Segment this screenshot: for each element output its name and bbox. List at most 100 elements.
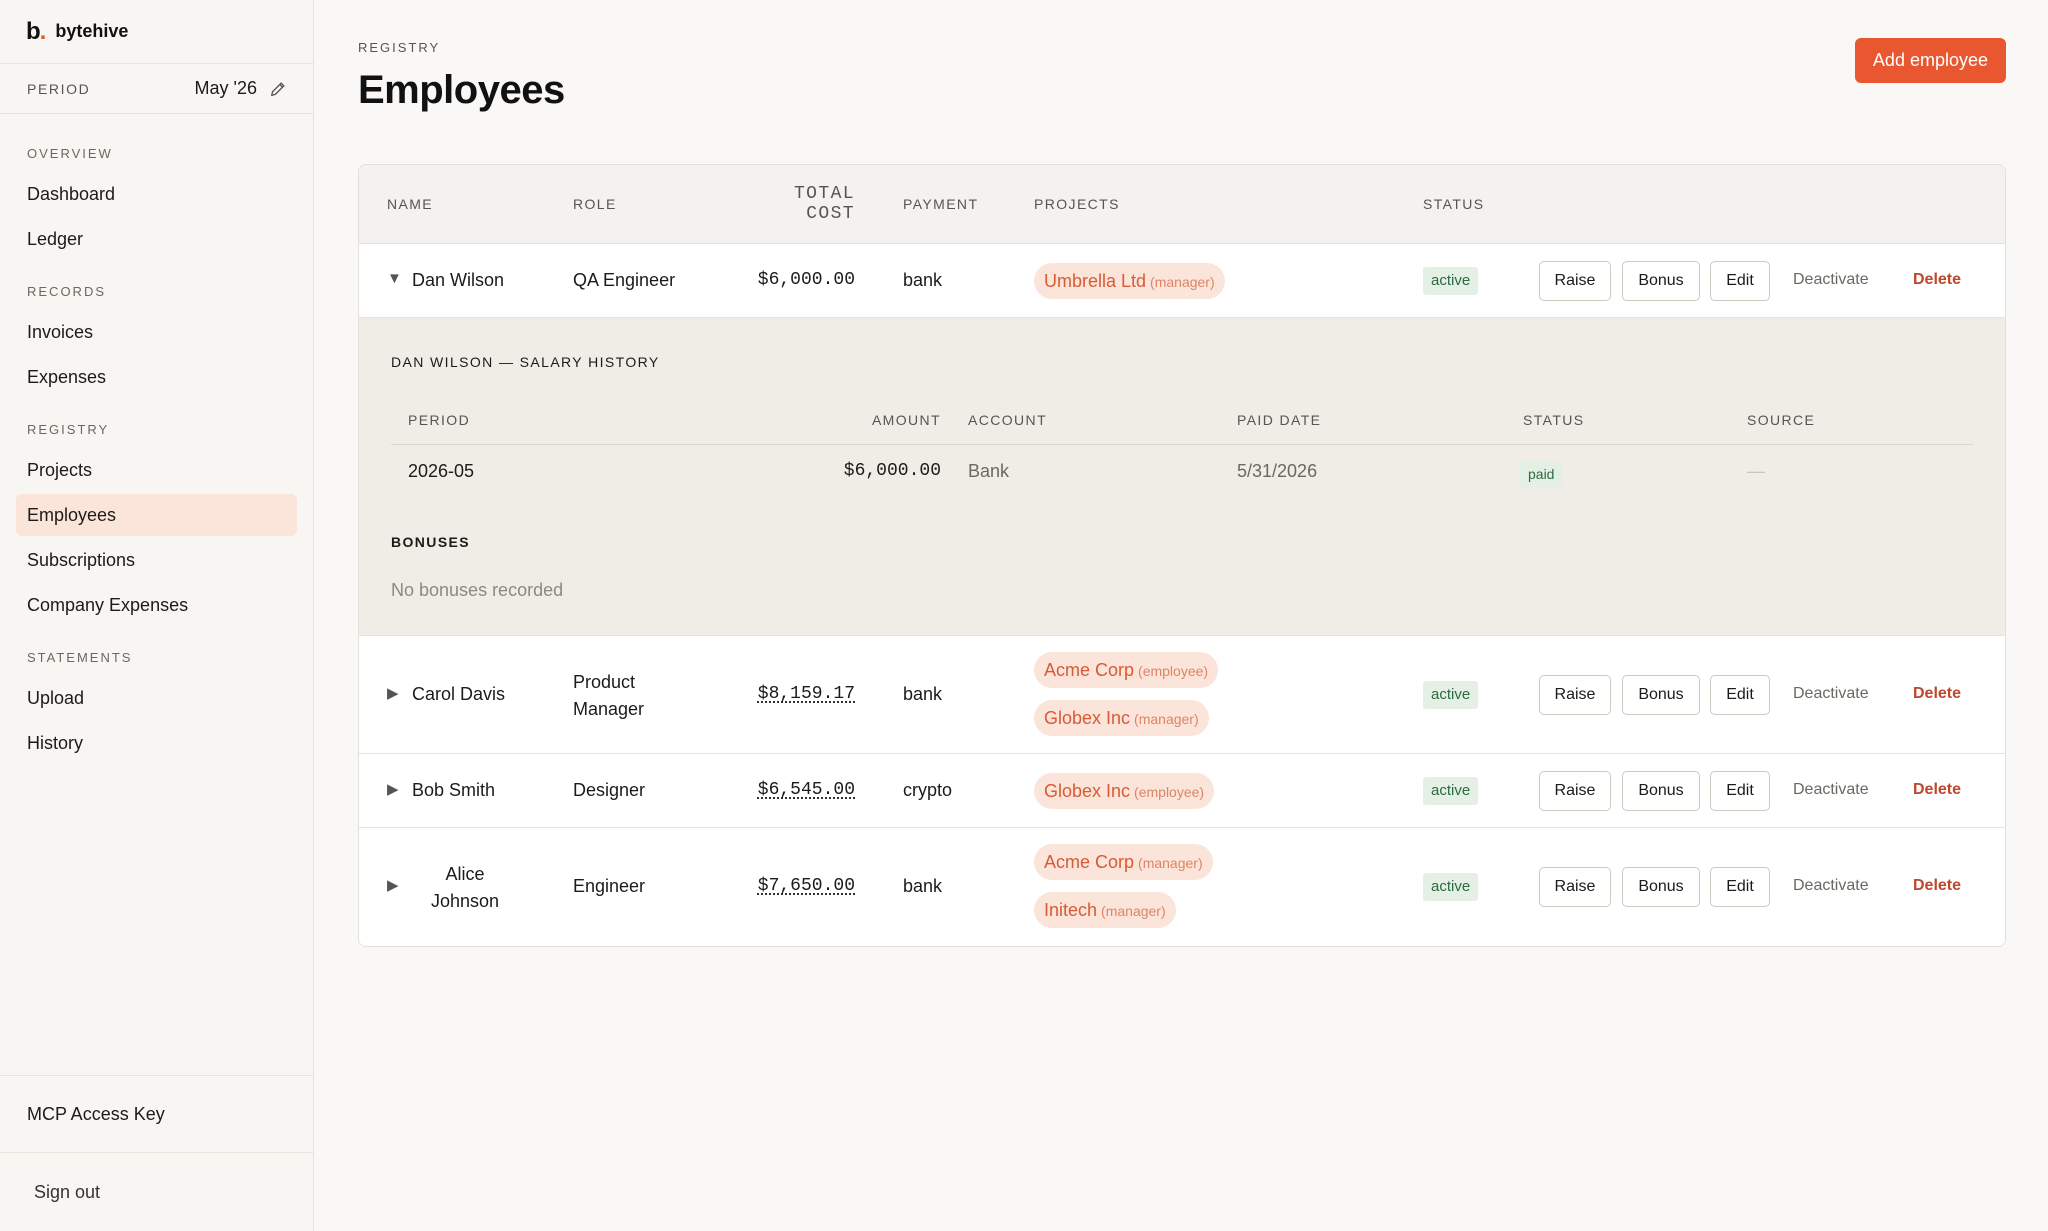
salary-column-amount: AMOUNT: [871, 412, 941, 428]
salary-status-badge: paid: [1520, 461, 1563, 487]
caret-right-icon[interactable]: ▶: [387, 781, 399, 798]
sign-out-button[interactable]: Sign out: [0, 1152, 313, 1231]
employee-total-cost[interactable]: $7,650.00: [757, 876, 855, 896]
bonus-button[interactable]: Bonus: [1622, 675, 1700, 715]
nav-section-title: OVERVIEW: [27, 146, 113, 161]
edit-button[interactable]: Edit: [1710, 771, 1770, 811]
bonuses-title: BONUSES: [391, 534, 471, 550]
period-label: PERIOD: [27, 80, 91, 97]
bonus-button[interactable]: Bonus: [1622, 771, 1700, 811]
salary-history-panel: DAN WILSON — SALARY HISTORY PERIOD AMOUN…: [359, 318, 2005, 636]
caret-down-icon[interactable]: ▼: [387, 270, 402, 287]
deactivate-button[interactable]: Deactivate: [1793, 781, 1869, 798]
page-title: Employees: [358, 68, 565, 112]
status-badge: active: [1423, 777, 1479, 805]
table-row[interactable]: ▶ Alice Johnson Engineer $7,650.00 bank A…: [359, 828, 2005, 946]
sidebar-item-projects[interactable]: Projects: [27, 460, 93, 480]
table-header: NAME ROLE TOTAL COST PAYMENT PROJECTS STA…: [359, 165, 2005, 244]
edit-button[interactable]: Edit: [1710, 261, 1770, 301]
sidebar-item-dashboard[interactable]: Dashboard: [27, 184, 116, 204]
nav-section-title: STATEMENTS: [27, 650, 133, 665]
employee-name: Bob Smith: [412, 780, 496, 800]
salary-amount: $6,000.00: [843, 461, 941, 481]
caret-right-icon[interactable]: ▶: [387, 877, 399, 894]
nav-section-title: REGISTRY: [27, 422, 110, 437]
employee-payment: bank: [903, 684, 943, 704]
salary-history-title: DAN WILSON — SALARY HISTORY: [391, 354, 660, 370]
employee-total-cost[interactable]: $6,545.00: [757, 780, 855, 800]
table-row[interactable]: ▶ Bob Smith Designer $6,545.00 crypto Gl…: [359, 754, 2005, 828]
project-chip[interactable]: Initech (manager): [1034, 892, 1176, 928]
project-chip[interactable]: Acme Corp (employee): [1034, 652, 1219, 688]
employee-role: Designer: [573, 780, 646, 800]
caret-right-icon[interactable]: ▶: [387, 685, 399, 702]
sidebar: b. bytehive PERIOD May '26 OVERVIEW Dash…: [0, 0, 314, 1231]
project-chip[interactable]: Globex Inc (employee): [1034, 773, 1215, 809]
salary-paid-date: 5/31/2026: [1237, 461, 1318, 481]
table-row[interactable]: ▶ Carol Davis Product Manager $8,159.17 b…: [359, 636, 2005, 754]
raise-button[interactable]: Raise: [1539, 867, 1611, 907]
nav-section-overview: OVERVIEW Dashboard Ledger: [0, 136, 313, 260]
salary-column-period: PERIOD: [408, 412, 471, 428]
nav-section-registry: REGISTRY Projects Employees Subscription…: [0, 412, 313, 626]
employee-name: Carol Davis: [412, 684, 506, 704]
column-header-status: STATUS: [1423, 196, 1485, 212]
sidebar-item-subscriptions[interactable]: Subscriptions: [27, 550, 136, 570]
sidebar-item-history[interactable]: History: [27, 733, 84, 753]
bonus-button[interactable]: Bonus: [1622, 867, 1700, 907]
project-chip[interactable]: Globex Inc (manager): [1034, 700, 1209, 736]
mcp-access-key-link[interactable]: MCP Access Key: [0, 1075, 313, 1152]
employees-table: NAME ROLE TOTAL COST PAYMENT PROJECTS STA…: [358, 164, 2006, 947]
sidebar-nav: OVERVIEW Dashboard Ledger RECORDS Invoic…: [0, 114, 313, 764]
status-badge: active: [1423, 681, 1479, 709]
employee-name: Dan Wilson: [412, 270, 505, 290]
salary-account: Bank: [968, 461, 1010, 481]
sidebar-item-upload[interactable]: Upload: [27, 688, 85, 708]
sidebar-item-company-expenses[interactable]: Company Expenses: [27, 595, 189, 615]
deactivate-button[interactable]: Deactivate: [1793, 877, 1869, 894]
period-selector[interactable]: PERIOD May '26: [0, 64, 313, 114]
salary-period: 2026-05: [408, 461, 475, 481]
delete-button[interactable]: Delete: [1913, 877, 1962, 894]
pencil-icon[interactable]: [269, 80, 287, 98]
project-chip[interactable]: Umbrella Ltd (manager): [1034, 263, 1225, 299]
sidebar-item-ledger[interactable]: Ledger: [27, 229, 84, 249]
delete-button[interactable]: Delete: [1913, 781, 1962, 798]
column-header-name: NAME: [387, 196, 434, 212]
salary-column-source: SOURCE: [1747, 412, 1816, 428]
edit-button[interactable]: Edit: [1710, 675, 1770, 715]
employee-name: Alice Johnson: [430, 864, 500, 911]
raise-button[interactable]: Raise: [1539, 261, 1611, 301]
sidebar-item-employees[interactable]: Employees: [16, 494, 297, 536]
employee-role: QA Engineer: [573, 270, 676, 290]
bonus-button[interactable]: Bonus: [1622, 261, 1700, 301]
bonuses-empty-state: No bonuses recorded: [391, 580, 564, 600]
table-row[interactable]: ▼ Dan Wilson QA Engineer $6,000.00 bank …: [359, 244, 2005, 318]
add-employee-button[interactable]: Add employee: [1854, 38, 2006, 83]
delete-button[interactable]: Delete: [1913, 685, 1962, 702]
divider: [391, 444, 1973, 445]
brand[interactable]: b. bytehive: [0, 0, 313, 64]
delete-button[interactable]: Delete: [1913, 271, 1962, 288]
column-header-payment: PAYMENT: [903, 196, 979, 212]
employee-payment: bank: [903, 876, 943, 896]
deactivate-button[interactable]: Deactivate: [1793, 271, 1869, 288]
status-badge: active: [1423, 873, 1479, 901]
project-chip[interactable]: Acme Corp (manager): [1034, 844, 1213, 880]
nav-section-records: RECORDS Invoices Expenses: [0, 274, 313, 398]
salary-column-account: ACCOUNT: [968, 412, 1048, 428]
edit-button[interactable]: Edit: [1710, 867, 1770, 907]
nav-section-statements: STATEMENTS Upload History: [0, 640, 313, 764]
employee-role: Product Manager: [573, 672, 645, 719]
brand-logo: b.: [26, 17, 46, 45]
brand-name: bytehive: [55, 21, 129, 41]
sidebar-item-invoices[interactable]: Invoices: [27, 322, 94, 342]
employee-total-cost[interactable]: $8,159.17: [757, 684, 855, 704]
employee-payment: bank: [903, 270, 943, 290]
deactivate-button[interactable]: Deactivate: [1793, 685, 1869, 702]
salary-column-status: STATUS: [1523, 412, 1585, 428]
raise-button[interactable]: Raise: [1539, 675, 1611, 715]
employee-payment: crypto: [903, 780, 953, 800]
raise-button[interactable]: Raise: [1539, 771, 1611, 811]
sidebar-item-expenses[interactable]: Expenses: [27, 367, 107, 387]
